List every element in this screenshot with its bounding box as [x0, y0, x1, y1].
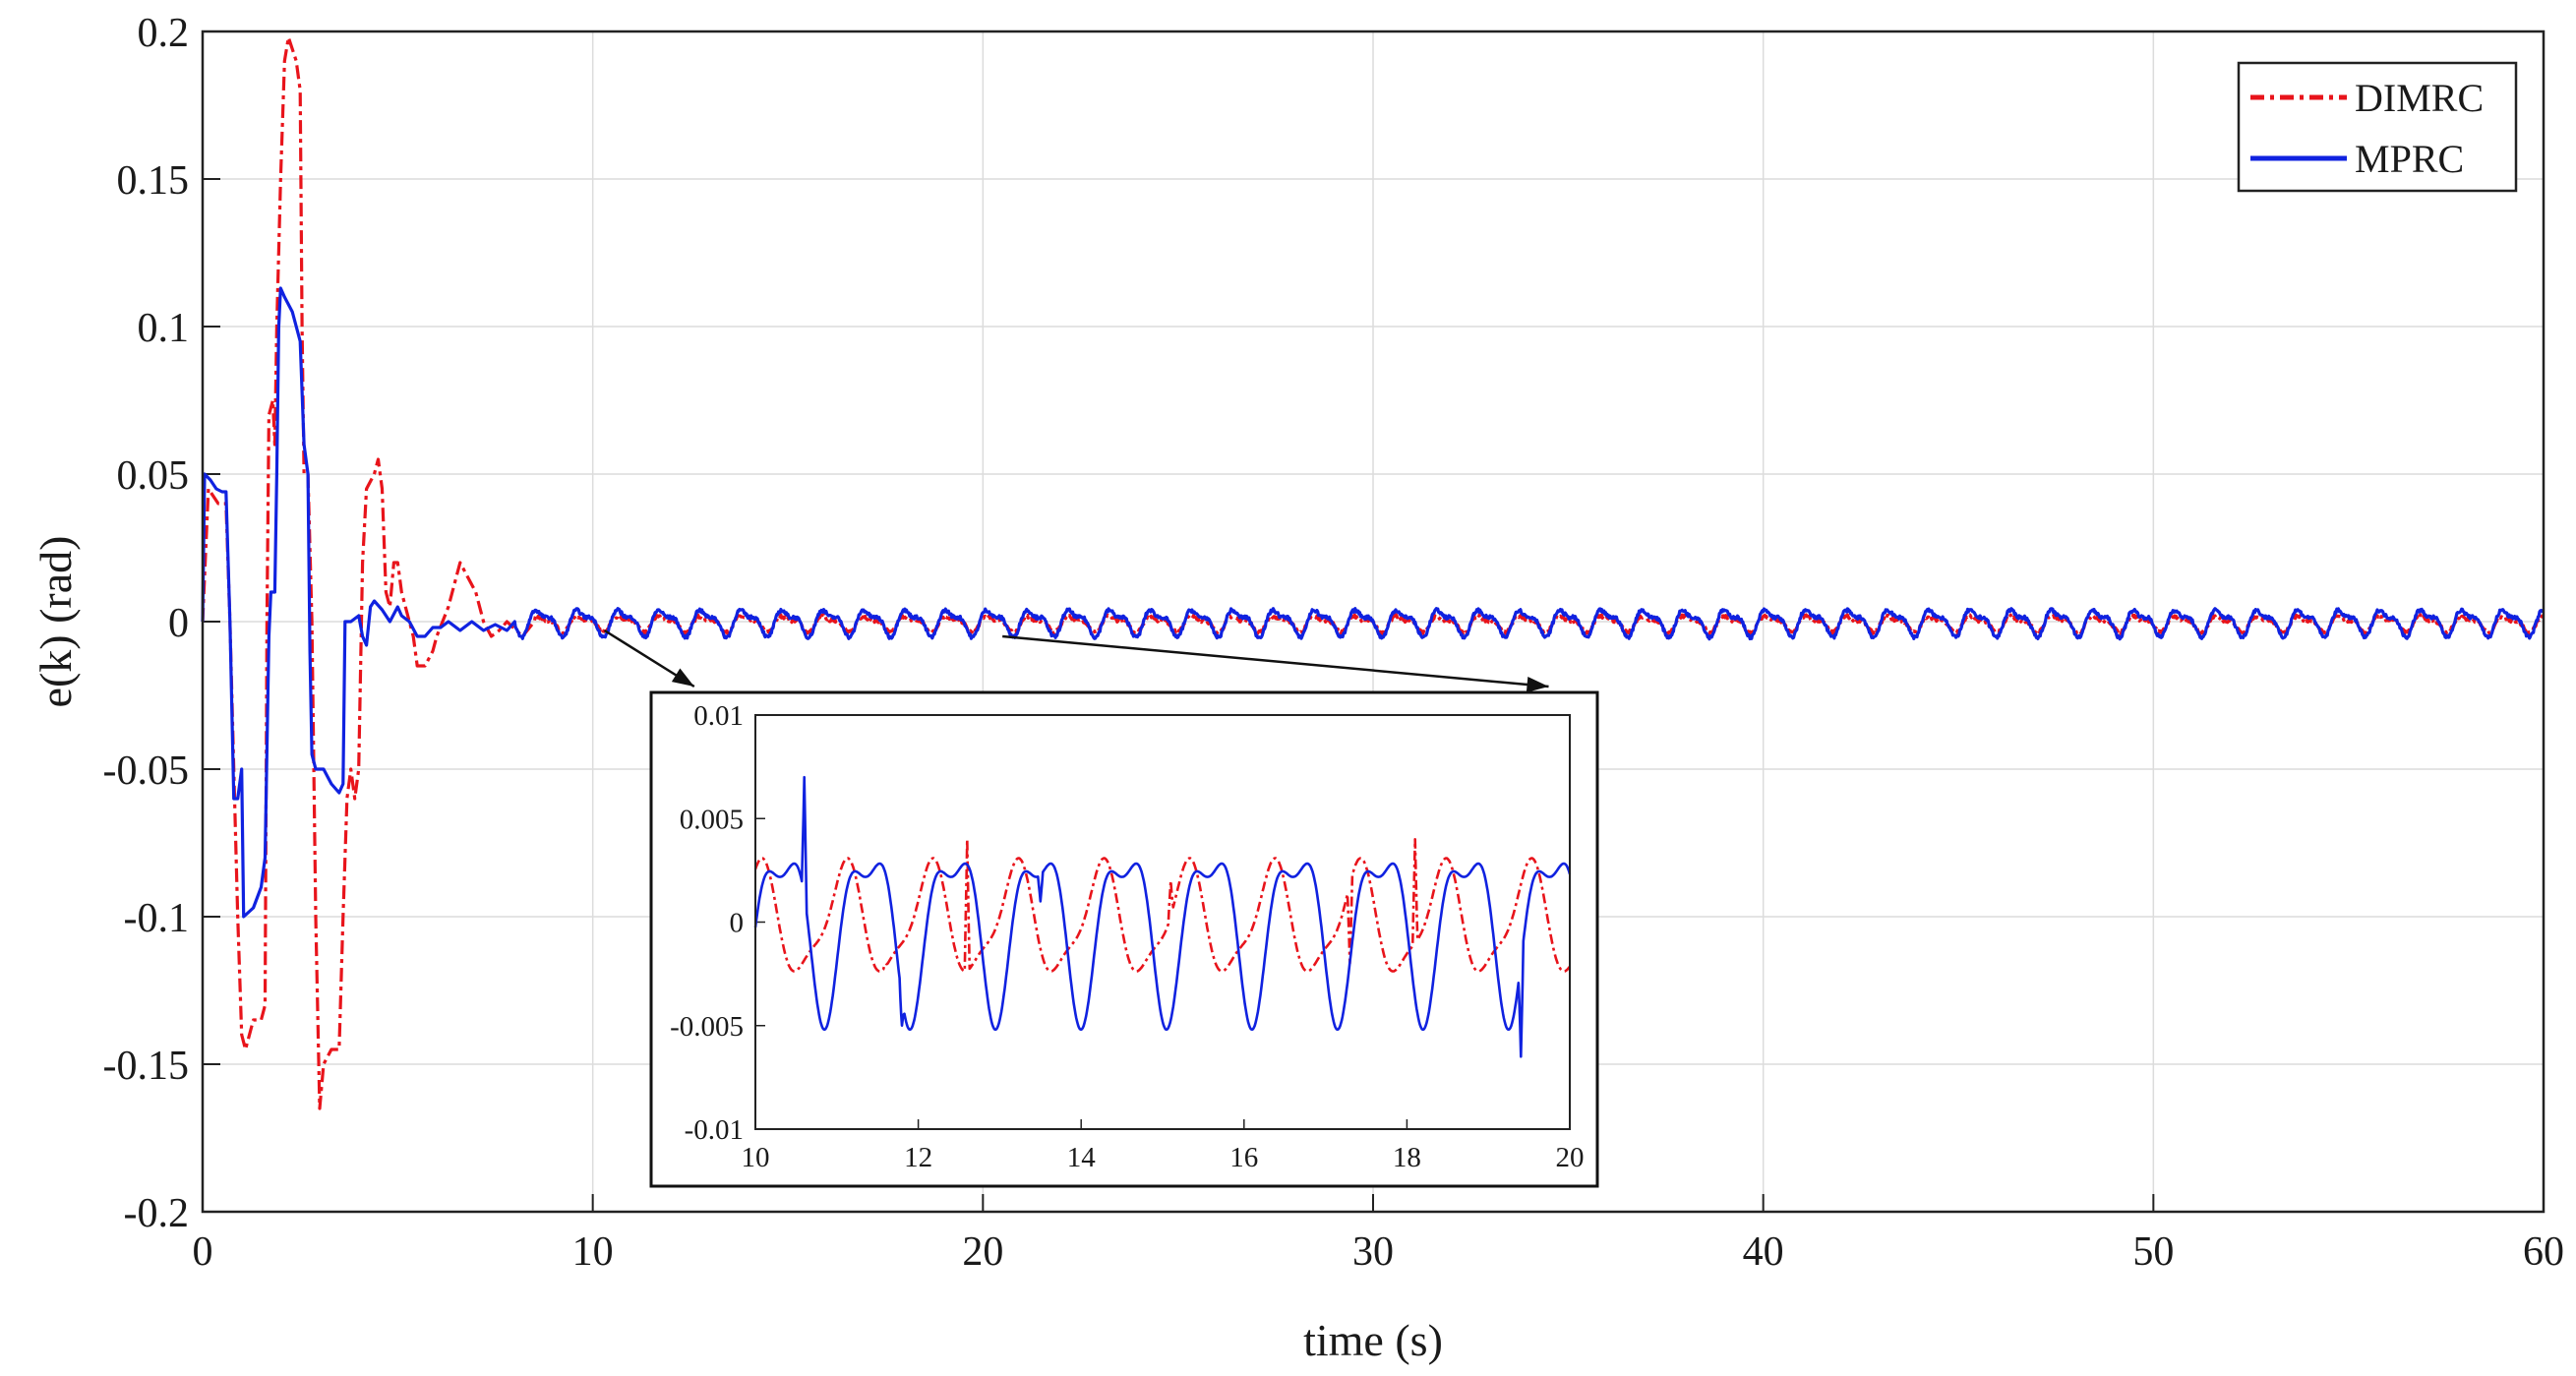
inset-y-tick-label: -0.005 [670, 1011, 744, 1043]
main-x-tick-label: 30 [1352, 1229, 1394, 1275]
main-x-tick-label: 60 [2523, 1229, 2564, 1275]
zoom-arrow-line [1002, 634, 1549, 688]
inset-x-tick-label: 10 [742, 1142, 770, 1173]
inset-x-tick-label: 14 [1067, 1142, 1097, 1173]
main-x-tick-label: 0 [193, 1229, 213, 1275]
main-plot-frame [201, 30, 2546, 1214]
zoom-arrow-head [671, 668, 694, 687]
inset-x-tick-label: 20 [1556, 1142, 1585, 1173]
zoom-arrows [603, 628, 1549, 692]
main-y-tick-label: 0.1 [138, 306, 190, 351]
main-x-tick-label: 10 [572, 1229, 614, 1275]
inset-y-tick-label: 0.01 [693, 700, 744, 732]
inset-x-tick-label: 12 [904, 1142, 932, 1173]
x-axis-label: time (s) [1303, 1315, 1443, 1365]
main-y-tick-label: 0.2 [138, 11, 190, 56]
inset-y-tick-label: -0.01 [685, 1114, 744, 1146]
main-series-group [201, 35, 2545, 1110]
main-x-tick-label: 20 [962, 1229, 1003, 1275]
legend-box [2237, 61, 2518, 193]
main-y-tick-label: -0.05 [103, 748, 190, 794]
main-y-tick-label: -0.1 [124, 896, 190, 941]
main-y-tick-label: -0.15 [103, 1044, 190, 1089]
inset-chart: 0.01 0.005 0 -0.005 -0.01 10 12 14 16 18 20 [649, 690, 1599, 1188]
inset-x-tick-label: 18 [1393, 1142, 1421, 1173]
inset-x-tick-labels: 10 12 14 16 18 20 [742, 1142, 1585, 1173]
main-y-tick-label: 0.15 [117, 158, 190, 204]
inset-plot-frame [754, 714, 1571, 1130]
inset-series-line-dimrc [753, 838, 1572, 973]
main-y-tick-label: 0.05 [117, 453, 190, 499]
inset-y-tick-label: 0 [730, 908, 745, 939]
main-x-tick-labels: 0 10 20 30 40 50 60 [193, 1229, 2565, 1275]
inset-series-line-mprc [753, 775, 1572, 1058]
main-x-tick-label: 50 [2132, 1229, 2174, 1275]
inset-y-tick-label: 0.005 [680, 804, 744, 835]
main-chart: 0.2 0.15 0.1 0.05 0 -0.05 -0.1 -0.15 -0.2 0 10 20 3… [30, 11, 2564, 1365]
main-y-tick-label: -0.2 [124, 1191, 190, 1236]
main-series-line-mprc [201, 286, 2545, 919]
zoom-arrow-head [1526, 677, 1549, 692]
legend-label-dimrc: DIMRC [2355, 76, 2484, 120]
legend-label-mprc: MPRC [2355, 137, 2464, 181]
main-y-tick-labels: 0.2 0.15 0.1 0.05 0 -0.05 -0.1 -0.15 -0.2 [103, 11, 190, 1236]
inset-y-tick-labels: 0.01 0.005 0 -0.005 -0.01 [670, 700, 744, 1146]
main-x-tick-label: 40 [1743, 1229, 1784, 1275]
main-y-tick-label: 0 [168, 601, 189, 646]
inset-x-tick-label: 16 [1229, 1142, 1258, 1173]
legend: DIMRC MPRC [2237, 61, 2518, 193]
y-axis-label: e(k) (rad) [30, 536, 81, 708]
